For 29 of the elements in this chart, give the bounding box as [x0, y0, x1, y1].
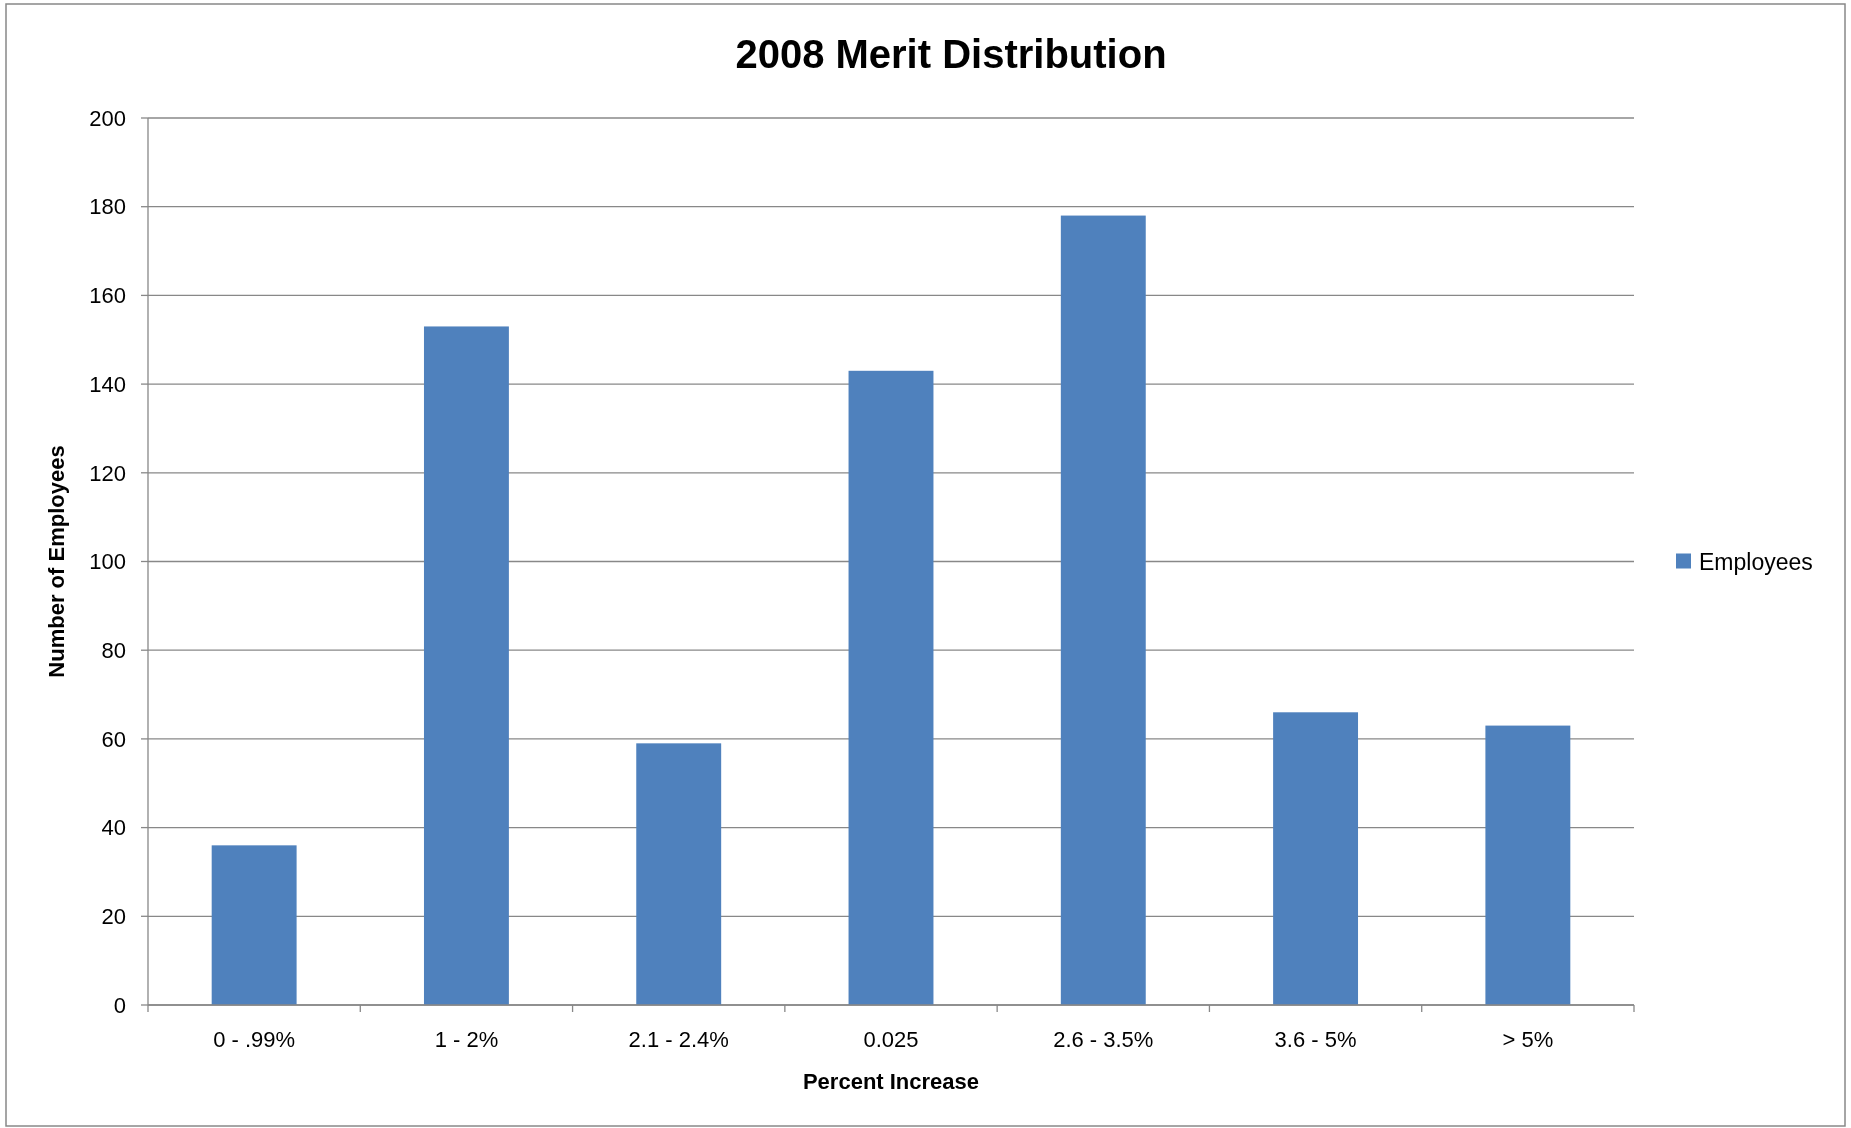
- x-tick-label: > 5%: [1502, 1027, 1554, 1052]
- y-tick-label: 120: [89, 460, 126, 486]
- x-tick-label: 3.6 - 5%: [1274, 1027, 1357, 1052]
- legend-label: Employees: [1699, 548, 1813, 575]
- bar: [848, 370, 934, 1005]
- y-tick-label: 60: [101, 726, 126, 752]
- y-axis-title: Number of Employees: [44, 445, 69, 678]
- y-tick-label: 200: [89, 105, 126, 131]
- bar: [1273, 712, 1359, 1005]
- bar: [1485, 725, 1571, 1005]
- chart-title: 2008 Merit Distribution: [735, 32, 1167, 76]
- y-tick-label: 20: [101, 904, 126, 929]
- y-tick-label: 40: [101, 815, 126, 841]
- x-axis-title: Percent Increase: [802, 1069, 980, 1094]
- x-tick-label: 0 - .99%: [213, 1027, 296, 1052]
- y-tick-label: 80: [101, 637, 126, 663]
- bar: [636, 743, 722, 1005]
- bar: [423, 326, 509, 1005]
- x-tick-label: 2.1 - 2.4%: [628, 1027, 729, 1052]
- y-tick-label: 160: [89, 283, 126, 309]
- bar: [211, 845, 297, 1005]
- bar: [1060, 215, 1146, 1005]
- y-tick-label: 100: [89, 549, 126, 575]
- y-tick-label: 180: [89, 194, 126, 220]
- y-tick-label: 0: [113, 992, 126, 1018]
- x-tick-label: 2.6 - 3.5%: [1053, 1027, 1154, 1052]
- x-tick-label: 1 - 2%: [434, 1027, 499, 1052]
- y-tick-label: 140: [89, 371, 126, 397]
- x-tick-label: 0.025: [863, 1027, 919, 1052]
